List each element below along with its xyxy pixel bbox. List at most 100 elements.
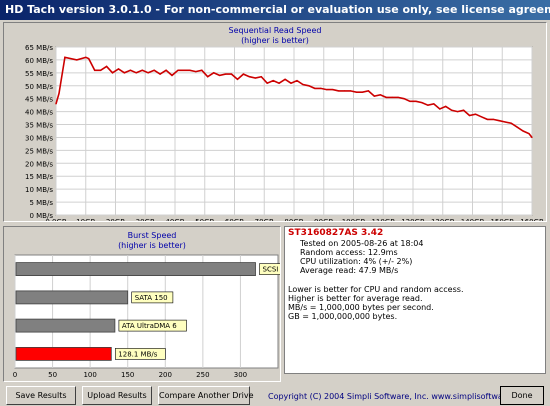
read-data-point (242, 73, 244, 75)
read-data-point (504, 121, 506, 123)
read-data-point (480, 116, 482, 118)
read-data-point (302, 83, 304, 86)
drive-model: ST3160827AS 3.42 (288, 228, 384, 238)
read-data-point (195, 71, 197, 73)
done-button[interactable]: Done (500, 386, 544, 405)
read-x-tick-label: 160GB (520, 218, 544, 221)
read-data-point (230, 73, 233, 75)
read-data-point (201, 69, 203, 71)
read-x-tick-label: 120GB (401, 218, 425, 221)
test-date: Tested on 2005-08-26 at 18:04 (300, 239, 424, 248)
sequential-read-panel: Sequential Read Speed (higher is better)… (3, 22, 547, 222)
read-data-point (486, 118, 488, 120)
read-data-point (409, 100, 411, 102)
read-data-point (147, 72, 149, 74)
read-data-point (266, 82, 268, 84)
read-data-point (332, 89, 334, 91)
burst-bar (15, 347, 112, 361)
upload-results-label: Upload Results (87, 391, 147, 400)
read-data-point (308, 85, 310, 87)
burst-x-tick-label: 200 (159, 371, 172, 379)
done-label: Done (511, 391, 533, 400)
read-data-point (367, 90, 369, 92)
read-data-point (445, 105, 447, 107)
read-data-point (236, 78, 239, 80)
read-data-point (433, 103, 435, 105)
read-data-point (516, 126, 518, 128)
read-x-tick-label: 40GB (165, 218, 184, 221)
read-data-point (85, 56, 87, 58)
read-data-point (385, 96, 387, 98)
read-x-tick-label: 60GB (225, 218, 244, 221)
drive-info-panel: ST3160827AS 3.42 Tested on 2005-08-26 at… (284, 226, 546, 374)
read-x-tick-label: 70GB (255, 218, 274, 221)
copyright-link[interactable]: Copyright (C) 2004 Simpli Software, Inc.… (268, 392, 531, 401)
burst-bar-label: 128.1 MB/s (118, 350, 157, 358)
read-data-point (94, 69, 96, 71)
burst-bar-label: SATA 150 (135, 294, 168, 302)
save-results-button[interactable]: Save Results (6, 386, 76, 405)
read-x-tick-label: 80GB (284, 218, 303, 221)
read-y-tick-label: 50 MB/s (25, 83, 53, 91)
burst-bar (15, 318, 116, 333)
read-y-tick-label: 15 MB/s (25, 173, 53, 181)
read-data-point (468, 114, 471, 117)
cpu-utilization: CPU utilization: 4% (+/- 2%) (300, 257, 413, 266)
read-y-tick-label: 20 MB/s (25, 160, 53, 168)
read-x-tick-label: 10GB (76, 218, 95, 221)
read-data-point (379, 94, 381, 96)
compare-another-drive-button[interactable]: Compare Another Drive (158, 386, 254, 405)
read-data-point (183, 69, 185, 71)
read-data-point (415, 100, 417, 102)
read-data-point (278, 82, 280, 84)
burst-x-tick-label: 250 (196, 371, 209, 379)
read-data-point (492, 118, 494, 120)
read-x-tick-label: 100GB (342, 218, 366, 221)
read-y-tick-label: 55 MB/s (25, 70, 53, 78)
read-data-point (159, 73, 161, 75)
burst-bar (15, 262, 256, 276)
read-data-point (361, 91, 363, 93)
read-x-tick-label: 50GB (195, 218, 214, 221)
random-access: Random access: 12.9ms (300, 248, 398, 257)
read-y-tick-label: 45 MB/s (25, 96, 53, 104)
burst-speed-panel: Burst Speed (higher is better) SCSI Ultr… (3, 226, 281, 382)
read-data-point (171, 74, 173, 76)
info-note: Lower is better for CPU and random acces… (288, 285, 464, 294)
read-data-point (100, 69, 102, 71)
info-note: Higher is better for average read. (288, 294, 423, 303)
burst-bar-label: ATA UltraDMA 6 (122, 322, 177, 330)
read-chart-subtitle: (higher is better) (241, 36, 309, 45)
burst-x-tick-label: 100 (83, 371, 96, 379)
read-data-point (457, 111, 459, 113)
read-chart-title: Sequential Read Speed (229, 26, 322, 35)
burst-bars: SCSI Ultra320 SATA 150 ATA UltraDMA 6 128.1… (15, 262, 280, 361)
read-data-point (213, 72, 215, 74)
read-y-tick-label: 5 MB/s (29, 199, 53, 207)
average-read: Average read: 47.9 MB/s (300, 266, 399, 275)
read-data-point (111, 72, 114, 74)
info-note: GB = 1,000,000,000 bytes. (288, 312, 398, 321)
read-data-point (207, 76, 209, 78)
read-y-tick-label: 40 MB/s (25, 109, 53, 117)
upload-results-button[interactable]: Upload Results (82, 386, 152, 405)
read-data-point (272, 80, 274, 82)
read-y-tick-label: 60 MB/s (25, 57, 53, 65)
burst-bar-label-box (259, 263, 280, 275)
burst-x-tick-label: 150 (121, 371, 134, 379)
burst-x-tick-label: 0 (13, 371, 17, 379)
read-x-tick-label: 30GB (136, 218, 155, 221)
window-title-bar[interactable]: HD Tach version 3.0.1.0 - For non-commer… (0, 0, 550, 20)
burst-chart-subtitle: (higher is better) (118, 241, 186, 250)
read-data-point (314, 87, 316, 89)
read-data-point (427, 104, 429, 106)
read-y-tick-label: 65 MB/s (25, 44, 53, 52)
read-data-point (510, 122, 512, 124)
read-data-point (64, 56, 66, 58)
read-x-tick-label: 90GB (314, 218, 333, 221)
read-data-point (225, 73, 227, 75)
read-data-point (421, 102, 423, 104)
read-data-point (474, 113, 477, 115)
read-data-point (320, 87, 322, 89)
read-data-point (439, 108, 441, 110)
